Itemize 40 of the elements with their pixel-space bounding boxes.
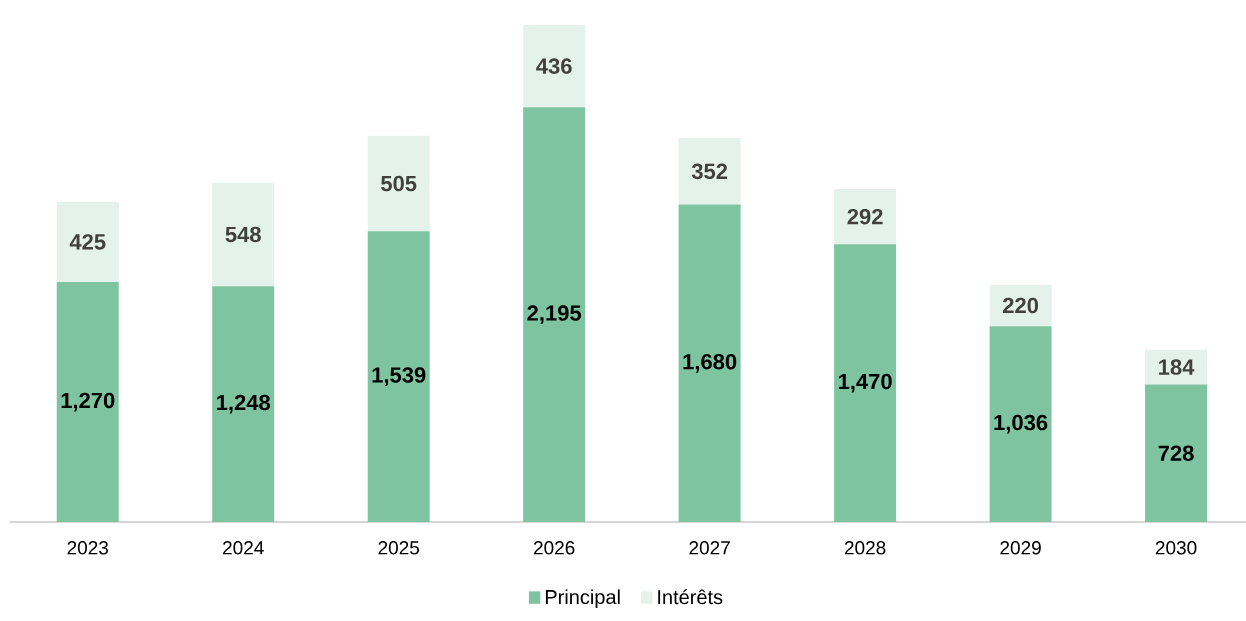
- data-label: 2,195: [527, 305, 582, 325]
- bar: [834, 244, 897, 522]
- x-tick-label: 2029: [1000, 541, 1041, 555]
- legend-label: Principal: [545, 589, 620, 609]
- data-label: 1,036: [994, 414, 1048, 434]
- bar: [678, 204, 741, 522]
- data-label: 425: [69, 234, 106, 250]
- data-label: 1,470: [838, 373, 892, 393]
- bar: [1145, 384, 1208, 522]
- data-label: 184: [1159, 359, 1195, 375]
- bar: [56, 282, 119, 522]
- data-label: 292: [847, 208, 883, 225]
- x-tick-label: 2023: [67, 541, 109, 555]
- data-label: 1,680: [683, 353, 737, 373]
- x-tick-label: 2028: [844, 541, 886, 555]
- data-label: 352: [691, 163, 728, 180]
- data-label: 220: [1002, 297, 1039, 314]
- x-tick-label: 2025: [378, 541, 420, 555]
- data-label: 1,248: [217, 394, 271, 414]
- bar: [212, 182, 275, 287]
- data-label: 436: [536, 58, 572, 74]
- bar: [367, 231, 430, 522]
- data-label: 505: [381, 175, 417, 192]
- bar: [56, 201, 119, 283]
- x-tick-label: 2030: [1155, 541, 1197, 555]
- data-label: 548: [225, 226, 261, 243]
- bar: [523, 107, 586, 522]
- x-tick-label: 2024: [223, 541, 264, 555]
- data-label: 1,539: [372, 367, 426, 387]
- x-tick-label: 2027: [689, 541, 730, 555]
- bar: [678, 138, 741, 205]
- legend-label: Intérêts: [658, 589, 723, 605]
- bar: [989, 326, 1052, 522]
- bar: [212, 286, 275, 522]
- bar: [834, 189, 897, 245]
- x-tick-label: 2026: [533, 541, 575, 555]
- bar: [367, 135, 430, 232]
- data-label: 1,270: [61, 392, 115, 412]
- data-label: 728: [1158, 445, 1194, 462]
- bar: [523, 24, 586, 108]
